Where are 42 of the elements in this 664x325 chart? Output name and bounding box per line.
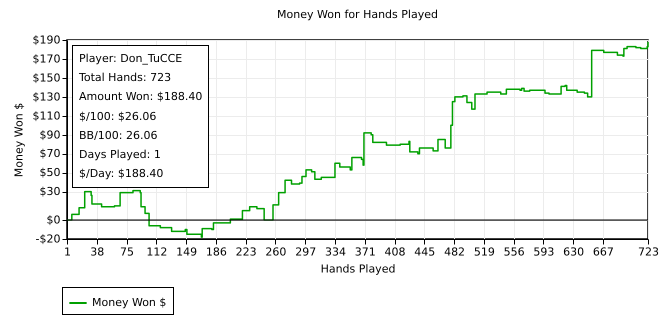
y-tick-label: $70 (40, 147, 60, 160)
x-tick-label: 297 (295, 246, 316, 258)
y-tick-label: $30 (40, 185, 60, 198)
annotation: Total Hands: 723 (79, 70, 172, 86)
x-tick-label: 593 (533, 246, 554, 258)
x-tick-label: 723 (638, 246, 659, 258)
annotation: BB/100: 26.06 (79, 128, 158, 144)
x-tick-label: 75 (120, 246, 134, 258)
annotation: Player: Don_TuCCE (79, 51, 184, 67)
annotation: $/Day: $188.40 (79, 166, 164, 182)
y-tick-label: $130 (32, 90, 60, 104)
x-tick-label: 260 (265, 246, 286, 258)
y-tick-label: -$20 (36, 232, 60, 246)
chart-title: Money Won for Hands Played (277, 8, 438, 21)
x-tick-label: 630 (563, 246, 584, 258)
x-tick-label: 556 (504, 246, 525, 258)
x-tick-label: 38 (90, 246, 104, 258)
legend-label: Money Won $ (92, 296, 166, 309)
x-tick-label: 519 (474, 246, 495, 258)
y-tick-label: $0 (46, 214, 60, 227)
y-tick-label: $90 (40, 128, 60, 142)
x-tick-label: 1 (64, 246, 71, 258)
y-tick-label: $150 (32, 71, 60, 84)
x-axis-title: Hands Played (320, 262, 396, 276)
annotation: $/100: $26.06 (79, 108, 158, 125)
annotation: Amount Won: $188.40 (79, 89, 202, 106)
x-tick-label: 334 (324, 246, 346, 258)
y-tick-label: $50 (40, 166, 60, 180)
x-tick-label: 482 (444, 246, 466, 258)
y-axis-title: Money Won $ (12, 102, 26, 178)
x-tick-label: 149 (176, 246, 198, 258)
x-tick-label: 667 (592, 246, 614, 258)
x-tick-label: 186 (206, 246, 227, 258)
x-tick-label: 445 (414, 246, 436, 258)
x-tick-label: 223 (236, 246, 257, 258)
y-tick-label: $170 (32, 52, 60, 66)
y-tick-label: $190 (32, 34, 60, 46)
x-tick-label: 112 (146, 246, 168, 258)
x-tick-label: 408 (384, 246, 406, 258)
x-tick-label: 371 (354, 246, 376, 258)
annotation: Days Played: 1 (79, 147, 162, 164)
y-tick-label: $110 (32, 109, 60, 122)
